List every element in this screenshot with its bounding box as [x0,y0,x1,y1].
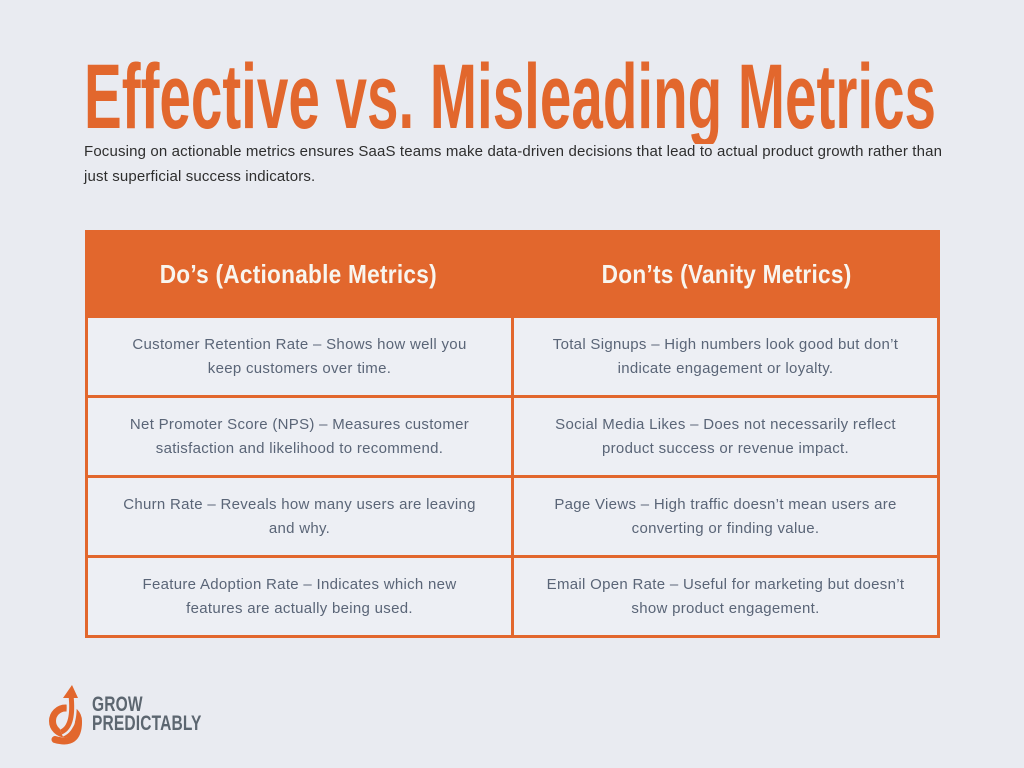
table-cell-row1-donts: Total Signups – High numbers look good b… [514,318,937,395]
page-title-banner: Effective vs. Misleading Metrics [84,48,936,144]
page-title: Effective vs. Misleading Metrics [84,48,936,144]
brand-name: GROW PREDICTABLY [92,692,202,735]
table-cell-row3-dos: Churn Rate – Reveals how many users are … [88,478,511,555]
table-body: Customer Retention Rate – Shows how well… [85,318,940,638]
table-cell-row1-dos: Customer Retention Rate – Shows how well… [88,318,511,395]
table-cell-row2-donts: Social Media Likes – Does not necessaril… [514,398,937,475]
page-subtitle: Focusing on actionable metrics ensures S… [84,143,943,185]
brand-logo: GROW PREDICTABLY [46,682,240,746]
column-header-dos: Do’s (Actionable Metrics) [85,259,513,290]
column-header-dos-label: Do’s (Actionable Metrics) [160,258,438,289]
grow-arrow-g-icon [49,685,82,745]
table-cell-row3-donts: Page Views – High traffic doesn’t mean u… [514,478,937,555]
table-cell-row4-donts: Email Open Rate – Useful for marketing b… [514,558,937,635]
brand-name-line2: PREDICTABLY [92,712,202,735]
column-header-donts-label: Don’ts (Vanity Metrics) [601,258,852,289]
table-header-row: Do’s (Actionable Metrics) Don’ts (Vanity… [85,230,940,318]
brand-name-line1: GROW [92,692,143,716]
table-cell-row2-dos: Net Promoter Score (NPS) – Measures cust… [88,398,511,475]
metrics-comparison-table: Do’s (Actionable Metrics) Don’ts (Vanity… [85,230,940,638]
table-cell-row4-dos: Feature Adoption Rate – Indicates which … [88,558,511,635]
column-header-donts: Don’ts (Vanity Metrics) [513,259,941,290]
